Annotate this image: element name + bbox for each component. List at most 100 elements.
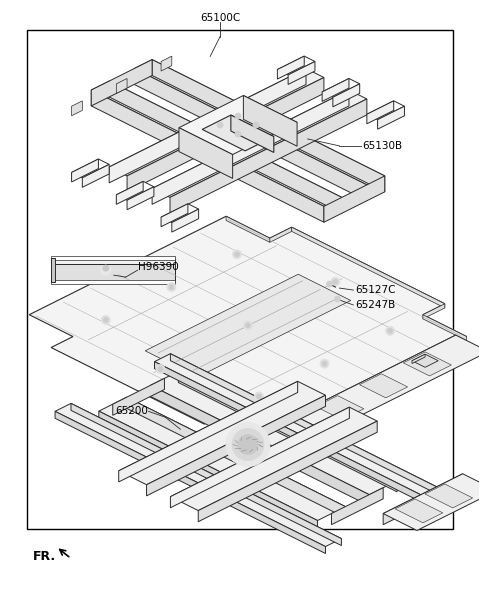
Polygon shape xyxy=(127,78,324,192)
Circle shape xyxy=(256,394,262,399)
Polygon shape xyxy=(99,411,318,532)
Polygon shape xyxy=(367,101,394,124)
Text: 65130B: 65130B xyxy=(362,141,402,151)
Polygon shape xyxy=(226,216,270,242)
Polygon shape xyxy=(155,362,425,504)
Polygon shape xyxy=(403,352,451,376)
Polygon shape xyxy=(288,62,315,84)
Polygon shape xyxy=(172,209,199,232)
Polygon shape xyxy=(151,371,397,495)
Polygon shape xyxy=(161,56,172,71)
Polygon shape xyxy=(423,304,445,319)
Polygon shape xyxy=(179,128,233,178)
Polygon shape xyxy=(170,407,349,508)
Text: 65100C: 65100C xyxy=(200,13,240,23)
Circle shape xyxy=(320,359,329,368)
Text: 65247B: 65247B xyxy=(355,300,396,310)
Circle shape xyxy=(245,323,251,328)
Circle shape xyxy=(235,131,241,137)
Polygon shape xyxy=(277,56,315,75)
Polygon shape xyxy=(55,404,341,547)
Text: 65127C: 65127C xyxy=(355,285,396,295)
Polygon shape xyxy=(360,374,408,398)
Text: H96390: H96390 xyxy=(138,262,179,272)
Polygon shape xyxy=(51,258,175,264)
Polygon shape xyxy=(333,84,360,107)
Circle shape xyxy=(254,392,264,401)
Polygon shape xyxy=(145,274,351,377)
Polygon shape xyxy=(72,159,109,178)
Polygon shape xyxy=(51,257,175,260)
Circle shape xyxy=(232,429,264,460)
Polygon shape xyxy=(367,101,405,120)
Bar xyxy=(27,29,453,529)
Circle shape xyxy=(333,279,338,284)
Text: FR.: FR. xyxy=(33,550,56,563)
Polygon shape xyxy=(322,78,349,102)
Circle shape xyxy=(388,328,393,333)
Circle shape xyxy=(169,285,174,289)
Circle shape xyxy=(385,327,395,335)
Circle shape xyxy=(238,435,258,454)
Polygon shape xyxy=(270,227,292,242)
Polygon shape xyxy=(127,397,346,518)
Polygon shape xyxy=(151,385,369,506)
Polygon shape xyxy=(170,407,377,511)
Polygon shape xyxy=(109,81,342,213)
Polygon shape xyxy=(179,96,297,154)
Circle shape xyxy=(167,283,176,292)
Polygon shape xyxy=(91,90,324,222)
Polygon shape xyxy=(72,159,98,182)
Circle shape xyxy=(156,365,165,374)
Polygon shape xyxy=(55,411,325,554)
Polygon shape xyxy=(91,81,342,206)
Polygon shape xyxy=(202,115,274,151)
Polygon shape xyxy=(231,115,274,152)
Polygon shape xyxy=(152,90,349,205)
Polygon shape xyxy=(316,396,364,420)
Polygon shape xyxy=(423,315,467,341)
Polygon shape xyxy=(91,60,152,106)
Polygon shape xyxy=(113,379,165,416)
Polygon shape xyxy=(322,78,360,97)
Circle shape xyxy=(235,113,241,119)
Polygon shape xyxy=(383,474,480,530)
Circle shape xyxy=(335,296,340,302)
Circle shape xyxy=(232,250,241,259)
Polygon shape xyxy=(109,69,324,176)
Polygon shape xyxy=(412,354,438,367)
Circle shape xyxy=(326,281,333,287)
Polygon shape xyxy=(281,335,480,439)
Polygon shape xyxy=(72,101,82,116)
Circle shape xyxy=(158,367,163,371)
Circle shape xyxy=(235,252,240,257)
Polygon shape xyxy=(134,69,367,201)
Polygon shape xyxy=(51,280,175,284)
Polygon shape xyxy=(82,164,109,187)
Polygon shape xyxy=(412,354,425,364)
Polygon shape xyxy=(383,474,463,524)
Polygon shape xyxy=(29,216,467,435)
Polygon shape xyxy=(425,484,473,508)
Polygon shape xyxy=(99,397,346,520)
Polygon shape xyxy=(134,60,385,185)
Polygon shape xyxy=(161,204,188,227)
Polygon shape xyxy=(109,69,306,183)
Polygon shape xyxy=(51,258,55,282)
Polygon shape xyxy=(51,264,175,282)
Circle shape xyxy=(322,361,327,366)
Polygon shape xyxy=(152,60,385,192)
Polygon shape xyxy=(71,404,341,545)
Circle shape xyxy=(253,122,259,128)
Polygon shape xyxy=(152,90,367,197)
Circle shape xyxy=(331,277,340,286)
Polygon shape xyxy=(116,181,154,200)
Polygon shape xyxy=(243,96,297,146)
Polygon shape xyxy=(292,227,445,308)
Polygon shape xyxy=(119,382,298,482)
Circle shape xyxy=(226,423,270,466)
Polygon shape xyxy=(161,204,199,222)
Polygon shape xyxy=(277,56,304,79)
Circle shape xyxy=(243,440,253,450)
Text: 65200: 65200 xyxy=(116,407,149,416)
